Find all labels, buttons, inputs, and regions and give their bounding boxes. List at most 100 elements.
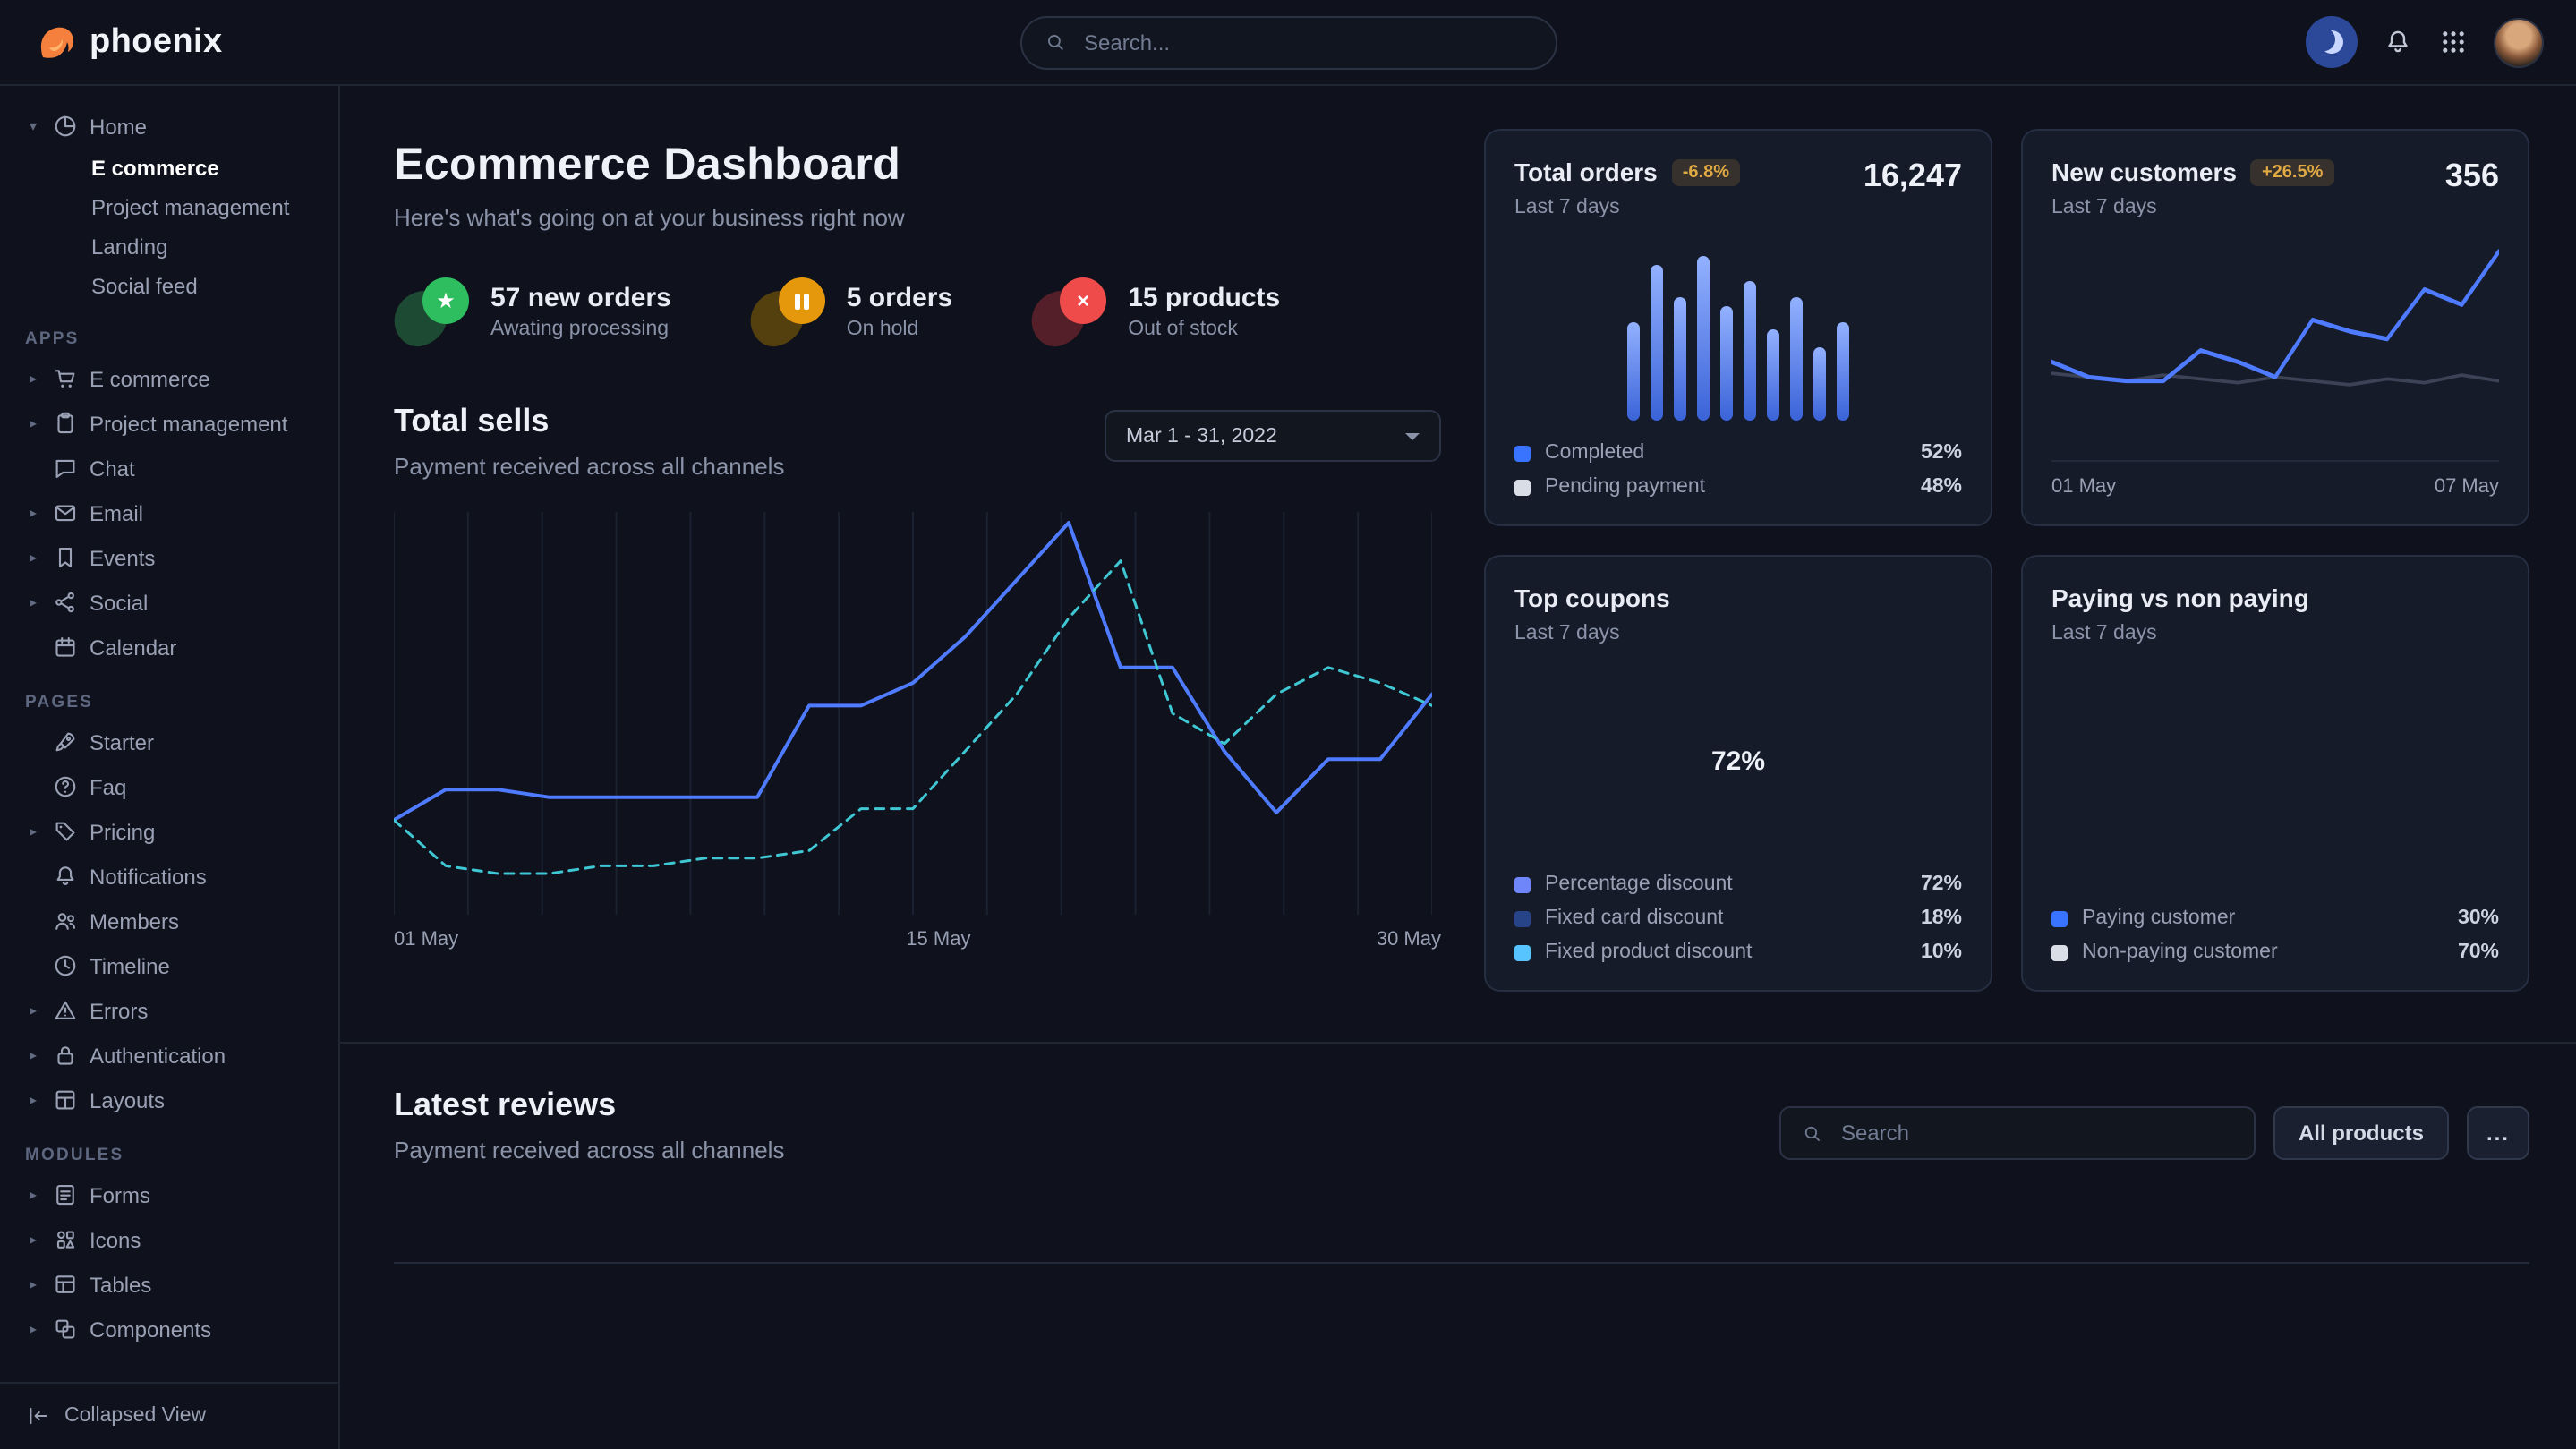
legend-row: Fixed card discount 18% (1514, 908, 1962, 929)
legend-row: Completed 52% (1514, 442, 1962, 464)
sidebar-item-events[interactable]: ▸ Events (0, 535, 338, 580)
page-subtitle: Here's what's going on at your business … (394, 204, 905, 231)
chevron-down-icon (1405, 432, 1420, 439)
sidebar-item-forms[interactable]: ▸ Forms (0, 1172, 338, 1217)
search-icon (1804, 1126, 1820, 1141)
sidebar-item-e-commerce[interactable]: ▸ E commerce (0, 356, 338, 401)
theme-toggle-button[interactable] (2306, 16, 2358, 68)
order-bar (1674, 297, 1686, 421)
legend-value: 18% (1920, 908, 1962, 929)
legend-label: Non-paying customer (2082, 942, 2278, 963)
x-label-start: 01 May (394, 929, 459, 950)
sidebar-item-home[interactable]: ▾ Home (0, 104, 338, 149)
new-customers-value: 356 (2444, 158, 2499, 193)
chat-icon (55, 459, 75, 478)
order-bar (1697, 256, 1710, 421)
sidebar-item-label: Project management (90, 411, 288, 436)
stat-caption: Awating processing (490, 319, 670, 340)
sidebar-item-label: Faq (90, 774, 127, 799)
sidebar-subitem-e-commerce[interactable]: E commerce (91, 156, 219, 181)
stat-item: × 15 products Out of stock (1031, 277, 1280, 345)
table-icon (55, 1275, 75, 1293)
table-header (394, 1199, 2529, 1264)
sidebar-item-pricing[interactable]: ▸ Pricing (0, 809, 338, 854)
puzzle-icon (55, 1319, 75, 1339)
sidebar-item-project-management[interactable]: ▸ Project management (0, 401, 338, 446)
legend-label: Completed (1545, 442, 1645, 464)
close-icon: × (1060, 277, 1107, 324)
legend-label: Paying customer (2082, 908, 2236, 929)
total-sells-chart: 01 May 15 May 30 May (394, 512, 1441, 958)
sidebar-item-timeline[interactable]: Timeline (0, 943, 338, 988)
brand-logo[interactable]: phoenix (32, 21, 223, 64)
paying-card: Paying vs non paying Last 7 days Paying … (2021, 555, 2529, 992)
sidebar-item-chat[interactable]: Chat (0, 446, 338, 490)
sidebar-item-authentication[interactable]: ▸ Authentication (0, 1033, 338, 1078)
collapse-icon (30, 1407, 47, 1425)
sidebar-item-label: Timeline (90, 953, 170, 978)
sidebar-item-faq[interactable]: Faq (0, 764, 338, 809)
reviews-search-input[interactable] (1837, 1119, 2234, 1147)
total-orders-value: 16,247 (1863, 158, 1962, 193)
main-content: Ecommerce Dashboard Here's what's going … (340, 86, 2576, 1449)
sidebar-subitem-landing[interactable]: Landing (91, 234, 168, 260)
notifications-button[interactable] (2383, 27, 2413, 57)
trend-badge: +26.5% (2250, 158, 2334, 185)
sidebar-item-layouts[interactable]: ▸ Layouts (0, 1078, 338, 1122)
star-icon: ★ (422, 277, 469, 324)
caret-icon: ▸ (29, 1187, 37, 1203)
coupons-donut-chart: 72% (1647, 669, 1830, 852)
sidebar-item-label: Icons (90, 1227, 141, 1252)
warning-icon (55, 1001, 76, 1019)
top-navbar: phoenix (0, 0, 2576, 86)
sidebar-item-starter[interactable]: Starter (0, 720, 338, 764)
sidebar-item-calendar[interactable]: Calendar (0, 625, 338, 669)
legend-value: 70% (2457, 942, 2499, 963)
card-title: Total orders (1514, 158, 1658, 186)
sidebar-item-social[interactable]: ▸ Social (0, 580, 338, 625)
legend-swatch (1514, 445, 1531, 461)
sidebar-item-label: Components (90, 1317, 212, 1342)
more-actions-button[interactable]: ... (2466, 1106, 2529, 1160)
total-sells-subtitle: Payment received across all channels (394, 453, 785, 480)
collapse-view-button[interactable]: Collapsed View (0, 1381, 338, 1449)
order-bar (1813, 346, 1826, 421)
top-coupons-card: Top coupons Last 7 days 72% Percentage d… (1484, 555, 1992, 992)
caret-icon: ▸ (29, 1321, 37, 1337)
stat-value: 5 orders (846, 283, 953, 313)
legend-swatch (1514, 479, 1531, 495)
caret-icon: ▸ (29, 1002, 37, 1019)
card-period: Last 7 days (2051, 197, 2157, 218)
sidebar-item-label: Members (90, 908, 180, 933)
date-range-select[interactable]: Mar 1 - 31, 2022 (1105, 410, 1441, 462)
sidebar-item-errors[interactable]: ▸ Errors (0, 988, 338, 1033)
apps-menu-button[interactable] (2438, 27, 2469, 57)
section-divider (340, 1042, 2576, 1044)
legend-label: Pending payment (1545, 476, 1706, 498)
sidebar-item-tables[interactable]: ▸ Tables (0, 1262, 338, 1307)
order-bar (1720, 305, 1733, 421)
legend-swatch (1514, 944, 1531, 960)
navbar-search[interactable] (1019, 15, 1557, 69)
reviews-search[interactable] (1778, 1106, 2256, 1160)
dashboard-cards: Total orders -6.8% Last 7 days 16,247 Co… (1484, 129, 2529, 992)
all-products-button[interactable]: All products (2273, 1106, 2449, 1160)
sidebar-subitem-project-management[interactable]: Project management (91, 195, 290, 220)
sidebar-item-components[interactable]: ▸ Components (0, 1307, 338, 1351)
users-icon (55, 913, 76, 930)
sidebar-item-label: E commerce (90, 366, 210, 391)
total-sells-title: Total sells (394, 403, 550, 439)
navbar-search-input[interactable] (1080, 28, 1533, 56)
date-range-value: Mar 1 - 31, 2022 (1126, 425, 1277, 447)
rocket-icon (55, 732, 75, 752)
sidebar-subitem-social-feed[interactable]: Social feed (91, 274, 198, 299)
sidebar-item-notifications[interactable]: Notifications (0, 854, 338, 899)
sidebar-item-members[interactable]: Members (0, 899, 338, 943)
new-customers-line-chart (2051, 249, 2499, 387)
sidebar-item-email[interactable]: ▸ Email (0, 490, 338, 535)
sidebar-item-icons[interactable]: ▸ Icons (0, 1217, 338, 1262)
sidebar-section-label: APPS (25, 329, 80, 349)
new-customers-card: New customers +26.5% Last 7 days 356 01 … (2021, 129, 2529, 526)
user-avatar[interactable] (2494, 17, 2544, 67)
